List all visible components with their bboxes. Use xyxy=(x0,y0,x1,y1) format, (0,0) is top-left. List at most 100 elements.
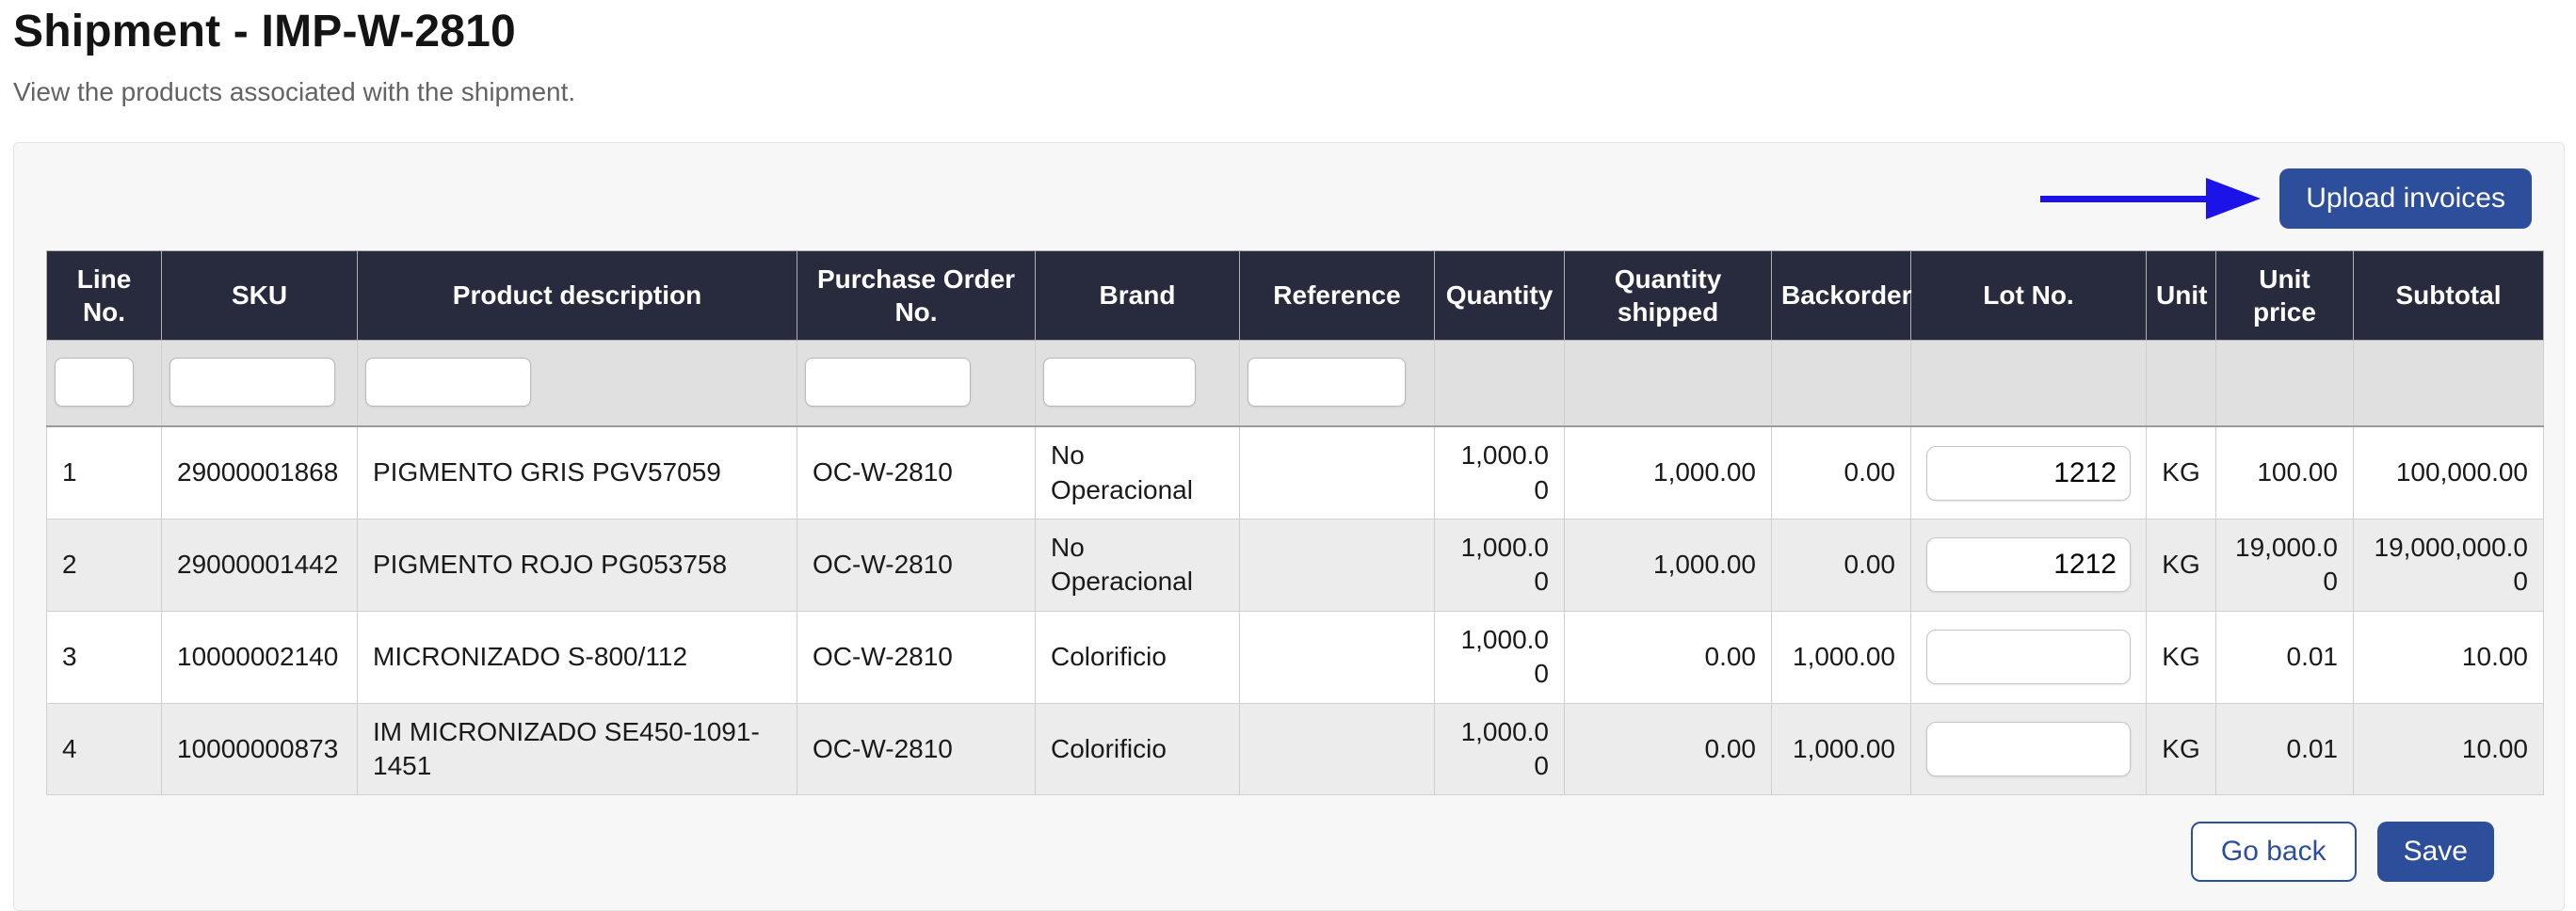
cell-subtotal: 19,000,000.00 xyxy=(2353,519,2544,612)
cell-subtotal: 100,000.00 xyxy=(2353,425,2544,520)
col-header-purchase-order-no: Purchase Order No. xyxy=(797,249,1036,341)
cell-line-no: 2 xyxy=(46,519,162,612)
cell-quantity-shipped: 0.00 xyxy=(1564,610,1772,704)
cell-unit-price: 19,000.00 xyxy=(2215,519,2354,612)
filter-cell-purchase-order-no xyxy=(797,339,1036,428)
cell-unit-price: 0.01 xyxy=(2215,610,2354,704)
col-header-subtotal: Subtotal xyxy=(2353,249,2544,341)
filter-brand-input[interactable] xyxy=(1043,358,1196,408)
cell-backorder: 0.00 xyxy=(1771,425,1911,520)
cell-unit: KG xyxy=(2146,702,2216,796)
col-header-unit-price: Unit price xyxy=(2215,249,2354,341)
pointer-arrow-icon xyxy=(2040,174,2262,223)
cell-unit-price: 100.00 xyxy=(2215,425,2354,520)
cell-backorder: 1,000.00 xyxy=(1771,702,1911,796)
cell-quantity: 1,000.00 xyxy=(1434,425,1565,520)
col-header-unit: Unit xyxy=(2146,249,2216,341)
lot-no-input[interactable] xyxy=(1926,445,2131,501)
filter-cell-reference xyxy=(1239,339,1435,428)
page-subtitle: View the products associated with the sh… xyxy=(13,77,576,107)
save-button[interactable]: Save xyxy=(2376,822,2494,883)
cell-quantity: 1,000.00 xyxy=(1434,519,1565,612)
go-back-button[interactable]: Go back xyxy=(2190,822,2357,883)
filter-product-description-input[interactable] xyxy=(365,358,531,408)
footer-actions: Go back Save xyxy=(46,822,2494,883)
cell-lot-no xyxy=(1910,425,2147,520)
col-header-quantity-shipped: Quantity shipped xyxy=(1564,249,1772,341)
lot-no-input[interactable] xyxy=(1926,630,2131,685)
cell-sku: 10000000873 xyxy=(161,702,358,796)
cell-quantity: 1,000.00 xyxy=(1434,610,1565,704)
filter-cell-brand xyxy=(1035,339,1240,428)
filter-cell-line-no xyxy=(46,339,162,428)
cell-sku: 29000001868 xyxy=(161,425,358,520)
cell-reference xyxy=(1239,610,1435,704)
cell-unit: KG xyxy=(2146,610,2216,704)
filter-purchase-order-no-input[interactable] xyxy=(805,358,971,408)
filter-cell-subtotal xyxy=(2353,339,2544,428)
upload-invoices-button[interactable]: Upload invoices xyxy=(2279,168,2532,229)
cell-sku: 10000002140 xyxy=(161,610,358,704)
shipment-card: Upload invoices Line No. SKU Product descr… xyxy=(13,141,2565,911)
cell-unit-price: 0.01 xyxy=(2215,702,2354,796)
table-row: 1 29000001868 PIGMENTO GRIS PGV57059 OC-W-2… xyxy=(46,425,2544,520)
cell-sku: 29000001442 xyxy=(161,519,358,612)
cell-purchase-order-no: OC-W-2810 xyxy=(797,425,1036,520)
filter-cell-product-description xyxy=(357,339,797,428)
cell-quantity-shipped: 1,000.00 xyxy=(1564,519,1772,612)
col-header-brand: Brand xyxy=(1035,249,1240,341)
col-header-sku: SKU xyxy=(161,249,358,341)
filter-sku-input[interactable] xyxy=(169,358,335,408)
col-header-lot-no: Lot No. xyxy=(1910,249,2147,341)
cell-backorder: 1,000.00 xyxy=(1771,610,1911,704)
cell-unit: KG xyxy=(2146,519,2216,612)
table-row: 2 29000001442 PIGMENTO ROJO PG053758 OC-W-2… xyxy=(46,519,2544,612)
page-title: Shipment - IMP-W-2810 xyxy=(13,7,516,56)
col-header-quantity: Quantity xyxy=(1434,249,1565,341)
cell-backorder: 0.00 xyxy=(1771,519,1911,612)
col-header-product-description: Product description xyxy=(357,249,797,341)
cell-reference xyxy=(1239,425,1435,520)
cell-lot-no xyxy=(1910,610,2147,704)
filter-cell-quantity xyxy=(1434,339,1565,428)
col-header-backorder: Backorder xyxy=(1771,249,1912,341)
cell-reference xyxy=(1239,519,1435,612)
cell-quantity-shipped: 1,000.00 xyxy=(1564,425,1772,520)
cell-quantity-shipped: 0.00 xyxy=(1564,702,1772,796)
cell-purchase-order-no: OC-W-2810 xyxy=(797,702,1036,796)
col-header-line-no: Line No. xyxy=(46,249,162,341)
cell-purchase-order-no: OC-W-2810 xyxy=(797,610,1036,704)
cell-quantity: 1,000.00 xyxy=(1434,702,1565,796)
cell-line-no: 3 xyxy=(46,610,162,704)
cell-subtotal: 10.00 xyxy=(2353,702,2544,796)
cell-brand: No Operacional xyxy=(1035,519,1240,612)
cell-product-description: PIGMENTO GRIS PGV57059 xyxy=(357,425,797,520)
filter-cell-sku xyxy=(161,339,358,428)
filter-cell-unit xyxy=(2146,339,2216,428)
filter-cell-lot-no xyxy=(1910,339,2147,428)
cell-line-no: 1 xyxy=(46,425,162,520)
cell-reference xyxy=(1239,702,1435,796)
filter-cell-backorder xyxy=(1771,339,1911,428)
cell-purchase-order-no: OC-W-2810 xyxy=(797,519,1036,612)
lot-no-input[interactable] xyxy=(1926,537,2131,593)
filter-line-no-input[interactable] xyxy=(55,358,134,408)
cell-product-description: IM MICRONIZADO SE450-1091-1451 xyxy=(357,702,797,796)
cell-brand: Colorificio xyxy=(1035,702,1240,796)
filter-cell-quantity-shipped xyxy=(1564,339,1772,428)
cell-lot-no xyxy=(1910,519,2147,612)
table-filter-row xyxy=(46,339,2544,428)
filter-reference-input[interactable] xyxy=(1248,358,1406,408)
filter-cell-unit-price xyxy=(2215,339,2354,428)
cell-product-description: PIGMENTO ROJO PG053758 xyxy=(357,519,797,612)
toolbar: Upload invoices xyxy=(46,168,2532,230)
cell-line-no: 4 xyxy=(46,702,162,796)
cell-subtotal: 10.00 xyxy=(2353,610,2544,704)
cell-unit: KG xyxy=(2146,425,2216,520)
table-header-row: Line No. SKU Product description Purchase O… xyxy=(46,249,2544,341)
products-table: Line No. SKU Product description Purchase O… xyxy=(46,249,2544,796)
lot-no-input[interactable] xyxy=(1926,722,2131,777)
table-row: 4 10000000873 IM MICRONIZADO SE450-1091-14… xyxy=(46,702,2544,796)
cell-brand: No Operacional xyxy=(1035,425,1240,520)
